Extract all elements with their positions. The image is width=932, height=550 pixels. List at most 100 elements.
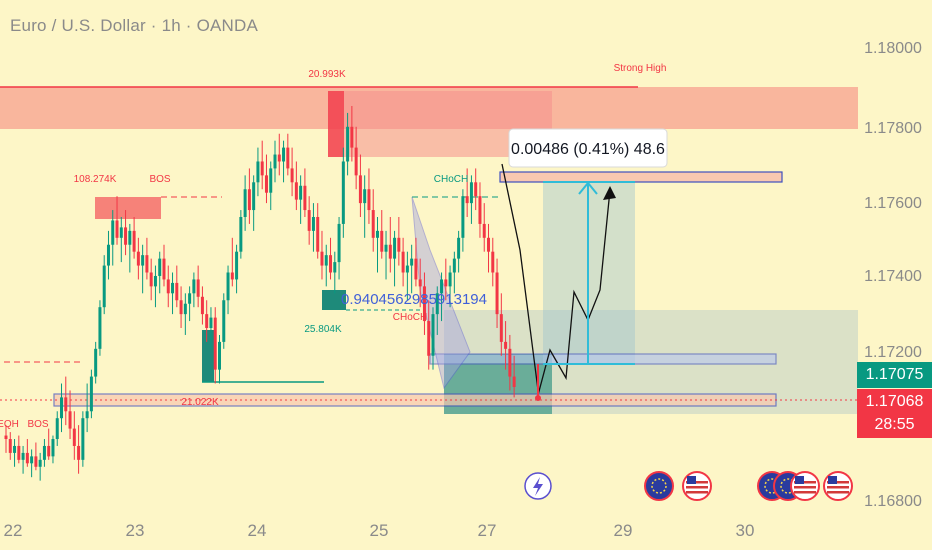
candle-body [230, 272, 234, 280]
candle-body [375, 230, 379, 238]
candle-body [252, 182, 256, 211]
candle-body [350, 126, 354, 148]
fib-text: 0.9404562985913194 [341, 291, 487, 308]
candle-body [260, 161, 264, 176]
us-flag-icon[interactable] [790, 471, 820, 501]
current-price-label: 1.17075 [857, 362, 932, 388]
candle-body [431, 314, 435, 356]
candle-body [111, 220, 115, 245]
candle-body [367, 189, 371, 211]
candle-body [239, 216, 243, 252]
candle-body [294, 182, 298, 200]
candle-body [452, 258, 456, 273]
candle-body [60, 397, 64, 419]
x-tick: 23 [126, 521, 145, 540]
candle-body [512, 376, 516, 387]
candle-body [119, 227, 123, 238]
candle-body [277, 154, 281, 162]
y-tick: 1.17600 [864, 195, 922, 212]
candle-body [320, 251, 324, 266]
candle-body [85, 411, 89, 419]
candle-body [299, 185, 303, 200]
candle-body [282, 147, 286, 162]
choch-label-1: CHoCH [434, 174, 468, 185]
candle-body [235, 251, 239, 280]
x-tick: 22 [4, 521, 23, 540]
y-tick: 1.17800 [864, 120, 922, 137]
candle-body [102, 265, 106, 308]
green-block-a [202, 330, 214, 382]
candle-body [115, 220, 119, 238]
candle-body [21, 452, 25, 460]
candle-body [444, 279, 448, 287]
candle-body [141, 255, 145, 266]
candle-body [179, 300, 183, 315]
candle-body [273, 154, 277, 169]
candle-body [457, 237, 461, 259]
candle-body [435, 293, 439, 315]
target-zone [499, 171, 783, 183]
candle-body [132, 230, 136, 252]
candle-body [508, 348, 512, 377]
y-tick: 1.18000 [864, 40, 922, 57]
choch-label-2: CHoCH [393, 312, 427, 323]
us-flag-icon[interactable] [823, 471, 853, 501]
price-axis[interactable]: 1.18000 1.17800 1.17600 1.17400 1.17200 … [864, 40, 922, 510]
candle-body [448, 272, 452, 287]
candle-body [4, 435, 8, 440]
lightning-event-icon[interactable] [524, 472, 552, 500]
last-price-label: 1.17068 [857, 389, 932, 415]
candle-body [333, 262, 337, 273]
candle-body [371, 210, 375, 238]
candle-body [89, 376, 93, 412]
y-tick: 1.17200 [864, 344, 922, 361]
bos-zone [95, 197, 161, 219]
candle-body [64, 397, 68, 412]
candle-body [188, 293, 192, 304]
x-tick: 25 [370, 521, 389, 540]
us-flag-icon[interactable] [682, 471, 712, 501]
candle-body [264, 175, 268, 193]
candle-body [98, 307, 102, 349]
candle-body [474, 182, 478, 197]
candle-body [354, 147, 358, 176]
candles-group [4, 105, 516, 481]
candle-body [346, 126, 350, 162]
candle-body [158, 258, 162, 276]
eu-flag-icon[interactable] [644, 471, 674, 501]
candle-body [414, 258, 418, 280]
candle-body [200, 296, 204, 315]
candle-body [427, 321, 431, 356]
candle-body [55, 418, 59, 440]
volume-label-20993: 20.993K [308, 69, 346, 80]
candle-body [34, 456, 38, 467]
volume-label-25804: 25.804K [304, 324, 342, 335]
candle-body [504, 341, 508, 349]
candle-body [196, 279, 200, 297]
candle-body [77, 445, 81, 460]
projection-arrowhead [603, 186, 616, 200]
candle-body [213, 317, 217, 370]
candle-body [303, 185, 307, 211]
candle-body [243, 189, 247, 217]
time-axis[interactable]: 22 23 24 25 27 29 30 [4, 521, 755, 540]
candle-body [256, 161, 260, 183]
last-price-dot [535, 395, 541, 401]
strong-high-label: Strong High [614, 63, 667, 74]
volume-label-21022: 21.022K [181, 397, 219, 408]
candle-body [38, 459, 42, 467]
candle-body [478, 196, 482, 224]
candle-body [226, 272, 230, 301]
candle-body [397, 237, 401, 252]
measure-label-box [508, 128, 668, 168]
candle-body [487, 237, 491, 252]
candle-body [25, 452, 29, 464]
eqh-label: EQH [0, 419, 19, 430]
candle-body [175, 282, 179, 301]
candle-body [13, 445, 17, 453]
candle-body [218, 341, 221, 370]
candle-body [136, 251, 140, 266]
candle-body [393, 237, 397, 259]
